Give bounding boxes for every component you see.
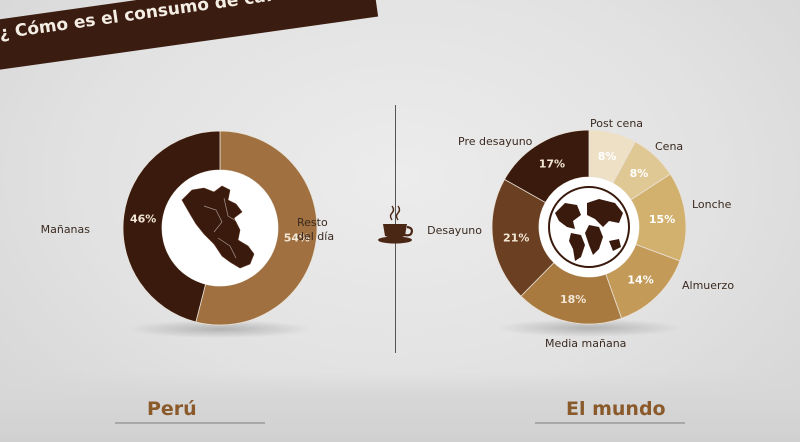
slice-value-label: 21% [503,231,529,244]
footer-band [0,372,800,442]
world-title-underline [535,422,685,424]
coffee-cup-icon [378,205,413,244]
slice-category-label: Media mañana [545,337,626,350]
slice-value-label: 17% [539,158,565,171]
slice-category-label: Desayuno [427,224,482,237]
slice-category-label: del día [297,230,334,243]
peru-map-icon [181,185,255,269]
slice-category-label: Pre desayuno [458,135,533,148]
slice-value-label: 8% [630,167,649,180]
peru-chart-title: Perú [147,398,197,420]
world-map-icon [548,186,630,268]
slice-value-label: 15% [649,213,675,226]
chart-shadow [127,320,313,338]
slice-value-label: 8% [598,150,617,163]
slice-value-label: 18% [560,293,586,306]
world-chart-title: El mundo [566,398,666,420]
slice-category-label: Lonche [692,198,732,211]
peru-title-underline [115,422,265,424]
slice-category-label: Almuerzo [682,279,734,292]
slice-value-label: 54% [284,232,310,245]
slice-category-label: Mañanas [41,223,91,236]
slice-category-label: Cena [655,140,683,153]
slice-category-label: Resto [297,216,328,229]
slice-value-label: 14% [627,273,653,286]
chart-shadow [496,319,682,337]
slice-category-label: Post cena [590,117,643,130]
slice-value-label: 46% [130,212,156,225]
